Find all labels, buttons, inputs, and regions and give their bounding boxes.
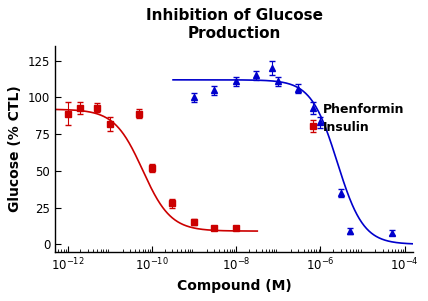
- X-axis label: Compound (M): Compound (M): [177, 279, 291, 293]
- Title: Inhibition of Glucose
Production: Inhibition of Glucose Production: [146, 8, 323, 41]
- Legend: Phenformin, Insulin: Phenformin, Insulin: [305, 100, 407, 136]
- Y-axis label: Glucose (% CTL): Glucose (% CTL): [8, 85, 22, 212]
